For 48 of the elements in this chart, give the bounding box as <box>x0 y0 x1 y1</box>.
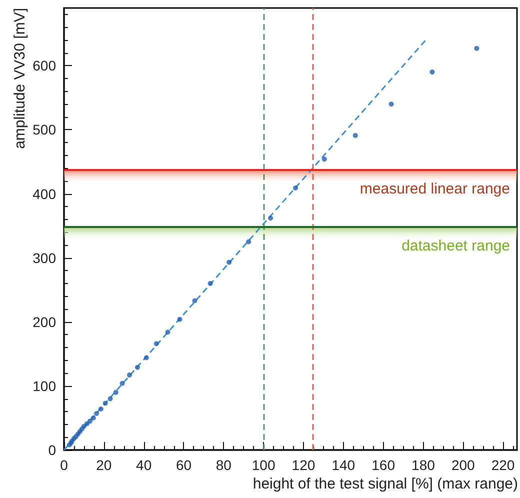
point <box>144 355 149 360</box>
x-tick-label: 140 <box>332 457 356 473</box>
x-tick-label: 220 <box>491 457 515 473</box>
point <box>94 410 100 416</box>
point <box>154 341 159 346</box>
band-label: measured linear range <box>360 180 510 198</box>
x-tick-label: 20 <box>96 457 112 473</box>
y-tick-label: 500 <box>32 122 56 138</box>
point <box>134 364 140 370</box>
x-tick-label: 120 <box>292 457 316 473</box>
point <box>165 330 170 335</box>
x-tick-label: 180 <box>412 457 436 473</box>
point <box>474 46 480 51</box>
point <box>90 415 96 420</box>
x-tick-label: 0 <box>60 457 68 473</box>
x-tick-label: 60 <box>176 457 192 473</box>
point <box>246 239 252 244</box>
x-tick-label: 160 <box>372 457 396 473</box>
point <box>226 260 232 265</box>
point <box>192 298 198 304</box>
point <box>388 102 394 107</box>
y-tick-label: 400 <box>32 186 56 202</box>
y-tick-label: 300 <box>32 250 56 266</box>
point <box>430 70 435 75</box>
point <box>87 418 92 424</box>
y-tick-label: 0 <box>48 442 56 458</box>
point <box>126 372 132 378</box>
point <box>108 396 113 402</box>
band-label: datasheet range <box>402 238 510 255</box>
x-tick-label: 40 <box>136 457 152 473</box>
x-tick-label: 200 <box>451 457 476 473</box>
point <box>268 216 274 221</box>
point <box>322 156 327 162</box>
point <box>113 390 118 395</box>
point <box>98 406 104 412</box>
x-axis-title: height of the test signal [%] (max range) <box>252 476 518 492</box>
point <box>120 380 125 386</box>
point <box>102 400 108 406</box>
y-axis-title: amplitude VV30 [mV] <box>12 8 28 149</box>
x-tick-label: 100 <box>252 457 276 473</box>
point <box>208 280 213 286</box>
y-tick-label: 200 <box>32 314 56 330</box>
y-tick-label: 100 <box>32 378 56 394</box>
point <box>292 186 298 190</box>
point <box>177 316 182 322</box>
x-tick-label: 80 <box>216 457 232 473</box>
y-tick-label: 600 <box>32 58 56 74</box>
point <box>352 132 358 138</box>
